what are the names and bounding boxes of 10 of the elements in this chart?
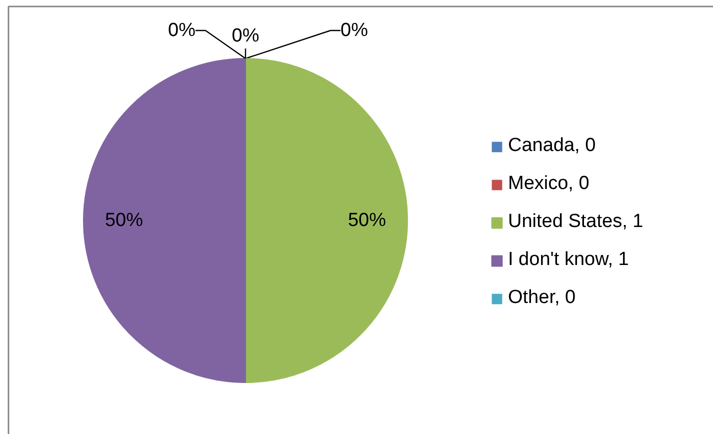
text: 0%: [232, 26, 260, 46]
text: 0%: [340, 20, 368, 41]
legend-label: Canada, 0: [508, 135, 596, 157]
data-label: 50%: [348, 210, 386, 231]
legend-label: Mexico, 0: [508, 173, 590, 195]
text: 0%: [168, 20, 196, 41]
legend-label: United States, 1: [508, 211, 644, 233]
legend-label: I don't know, 1: [508, 249, 629, 271]
data-label: 50%: [104, 210, 144, 231]
legend-label: Other, 0: [508, 287, 576, 309]
